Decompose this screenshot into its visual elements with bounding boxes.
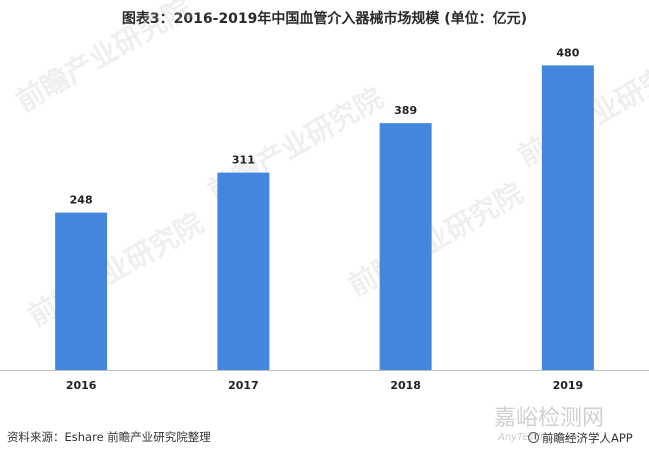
data-labels-group: 248 311 389 480 bbox=[70, 46, 580, 206]
chart-title: 图表3：2016-2019年中国血管介入器械市场规模 (单位：亿元) bbox=[121, 11, 528, 27]
bar-2017 bbox=[217, 172, 270, 370]
data-label-2018: 389 bbox=[394, 104, 417, 117]
x-tick-labels-group: 2016 2017 2018 2019 bbox=[66, 379, 583, 392]
bar-2018 bbox=[379, 123, 432, 370]
bars-group bbox=[55, 65, 594, 370]
bar-2019 bbox=[541, 65, 594, 370]
brand-logo-icon bbox=[528, 432, 539, 443]
bar-2016 bbox=[55, 212, 108, 370]
x-tick-label-2019: 2019 bbox=[553, 379, 584, 392]
site-watermark: 嘉峪检测网 bbox=[494, 406, 605, 431]
data-label-2016: 248 bbox=[70, 194, 93, 207]
source-note: 资料来源：Eshare 前瞻产业研究院整理 bbox=[7, 430, 211, 444]
x-tick-label-2016: 2016 bbox=[66, 379, 97, 392]
data-label-2017: 311 bbox=[232, 154, 255, 167]
app-tag: 前瞻经济学人APP bbox=[528, 430, 633, 446]
x-tick-label-2017: 2017 bbox=[228, 379, 259, 392]
x-tick-label-2018: 2018 bbox=[390, 379, 421, 392]
data-label-2019: 480 bbox=[556, 46, 579, 59]
app-label: 前瞻经济学人APP bbox=[542, 431, 633, 445]
